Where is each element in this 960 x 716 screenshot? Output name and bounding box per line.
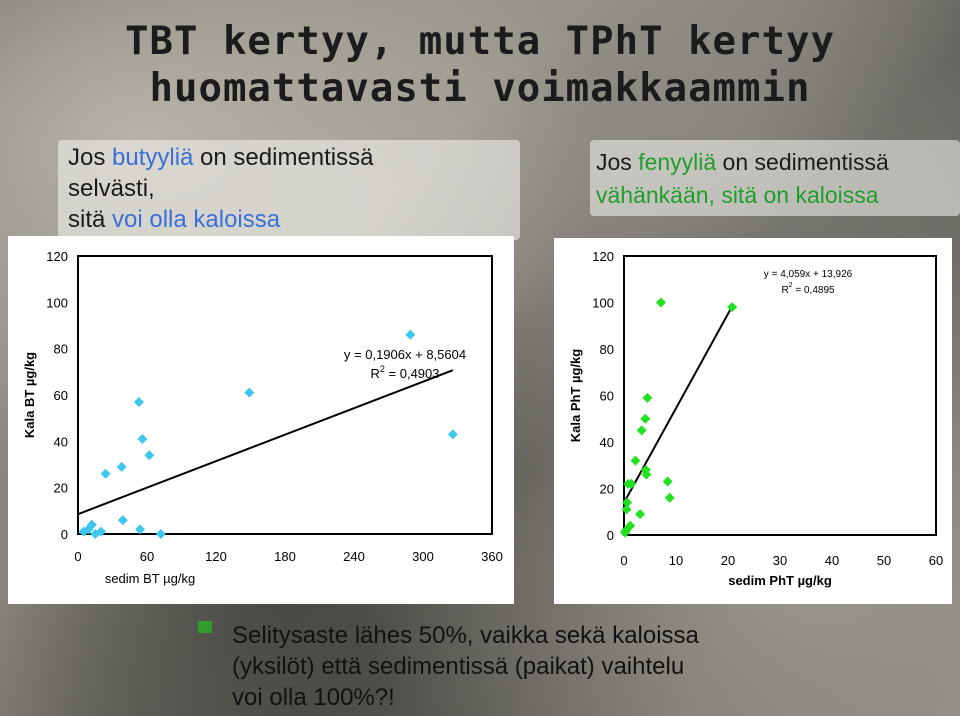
pht-data-point [636, 425, 647, 436]
bt-x-tick-label: 180 [274, 549, 296, 564]
left-heading-backdrop [58, 140, 520, 240]
pht-data-point [662, 476, 673, 487]
bullet-square-icon [198, 621, 212, 633]
left-heading-line-2: selvästi, [68, 175, 155, 202]
conclusion-line-2: (yksilöt) että sedimentissä (paikat) vai… [232, 653, 685, 680]
bt-y-tick-label: 60 [54, 388, 68, 403]
bt-data-point [133, 396, 144, 407]
pht-scatter-chart: 0 20 40 60 80 100 120 0 10 20 30 40 50 60 sedim PhT µg… [554, 238, 952, 604]
pht-r-squared-sup: 2 [789, 282, 793, 289]
pht-data-point [664, 492, 675, 503]
bt-x-axis-label: sedim BT µg/kg [105, 571, 195, 586]
bt-r-squared-value: = 0,4903 [385, 366, 440, 381]
pht-trend-equation: y = 4,059x + 13,926 [764, 269, 853, 280]
bt-data-point [137, 434, 148, 445]
right-heading-backdrop [590, 140, 960, 216]
pht-r-squared-value: = 0,4895 [793, 285, 835, 296]
bt-y-tick-label: 100 [46, 295, 68, 310]
pht-y-tick-label: 120 [592, 249, 614, 264]
bt-data-point [96, 526, 106, 537]
bt-data-point [155, 529, 166, 539]
conclusion-line-1: Selitysaste lähes 50%, vaikka sekä kaloi… [232, 622, 699, 649]
bt-data-point [135, 524, 146, 535]
bt-data-point [100, 468, 111, 479]
pht-x-axis-label: sedim PhT µg/kg [728, 573, 832, 588]
bt-data-point [144, 450, 155, 461]
bt-scatter-chart: 0 20 40 60 80 100 120 0 60 120 180 240 300 360 sedim B… [8, 236, 514, 604]
pht-trendline [623, 303, 735, 504]
pht-data-point [655, 297, 666, 308]
bt-x-tick-label: 120 [205, 549, 227, 564]
pht-x-tick-label: 30 [773, 553, 787, 568]
pht-data-point [642, 392, 653, 403]
pht-y-tick-label: 40 [600, 435, 614, 450]
bt-data-point [447, 429, 458, 440]
bt-trendline [77, 369, 454, 516]
pht-x-tick-label: 0 [620, 553, 627, 568]
title-line-1: TBT kertyy, mutta TPhT kertyy [125, 19, 835, 64]
butyl-highlight: butyyliä [112, 144, 194, 171]
pht-x-tick-label: 20 [721, 553, 735, 568]
bt-x-tick-label: 360 [481, 549, 503, 564]
bt-data-point [86, 519, 97, 530]
pht-r-squared-r: R [781, 285, 788, 296]
bt-x-tick-label: 300 [412, 549, 434, 564]
may-be-in-fish-highlight: voi olla kaloissa [112, 206, 281, 233]
pht-data-point [640, 464, 651, 475]
pht-data-point [621, 504, 632, 515]
pht-x-tick-label: 60 [929, 553, 943, 568]
pht-data-point [625, 520, 636, 531]
bt-y-tick-label: 20 [54, 481, 68, 496]
bt-data-point [405, 329, 416, 340]
bt-y-tick-label: 0 [61, 527, 68, 542]
pht-x-tick-label: 40 [825, 553, 839, 568]
pht-r-squared: R2 = 0,4895 [781, 282, 835, 296]
bt-y-tick-label: 40 [54, 434, 68, 449]
conclusion-line-3: voi olla 100%?! [232, 684, 395, 711]
pht-scatter-svg: 0 20 40 60 80 100 120 0 10 20 30 40 50 60 sedim PhT µg… [568, 249, 943, 588]
title-line-2: huomattavasti voimakkaammin [149, 66, 811, 111]
pht-data-point [626, 478, 637, 489]
bt-data-point [116, 461, 127, 472]
pht-data-point [622, 497, 633, 508]
slide-title: TBT kertyy, mutta TPhT kertyy huomattava… [0, 18, 960, 112]
pht-y-tick-label: 100 [592, 296, 614, 311]
phenyl-highlight: fenyyliä [638, 149, 717, 175]
bt-y-tick-label: 80 [54, 342, 68, 357]
right-heading-line-1: Jos fenyyliä on sedimentissä [596, 149, 889, 175]
pht-data-point [635, 509, 646, 520]
pht-x-tick-label: 50 [877, 553, 891, 568]
pht-y-tick-label: 60 [600, 389, 614, 404]
pht-data-point [621, 525, 632, 536]
pht-data-point [630, 455, 641, 466]
pht-plot-frame [623, 255, 937, 536]
bt-data-point [117, 515, 128, 526]
conclusion-text: Selitysaste lähes 50%, vaikka sekä kaloi… [232, 620, 792, 713]
bt-plot-frame [77, 255, 493, 535]
bt-r-squared-sup: 2 [380, 364, 385, 374]
bt-data-point [244, 387, 255, 398]
bt-scatter-svg: 0 20 40 60 80 100 120 0 60 120 180 240 300 360 sedim B… [22, 249, 503, 586]
left-heading-line-3: sitä voi olla kaloissa [68, 206, 281, 233]
pht-data-point [641, 469, 652, 480]
pht-data-point [640, 413, 651, 424]
left-heading: Jos butyyliä on sedimentissä selvästi, s… [68, 142, 373, 235]
bt-x-tick-label: 240 [343, 549, 365, 564]
bt-y-tick-label: 120 [46, 249, 68, 264]
bt-r-squared: R2 = 0,4903 [371, 364, 440, 381]
right-heading: Jos fenyyliä on sedimentissä vähänkään, … [596, 146, 889, 212]
bt-trend-equation: y = 0,1906x + 8,5604 [344, 347, 466, 362]
right-heading-line-2: vähänkään, sitä on kaloissa [596, 182, 879, 208]
bt-y-axis-label: Kala BT µg/kg [22, 352, 37, 438]
bt-x-tick-label: 60 [140, 549, 154, 564]
pht-y-tick-label: 80 [600, 342, 614, 357]
bt-x-tick-label: 0 [74, 549, 81, 564]
bt-r-squared-r: R [371, 366, 380, 381]
pht-x-tick-label: 10 [669, 553, 683, 568]
pht-data-point [727, 302, 738, 313]
pht-y-axis-label: Kala PhT µg/kg [568, 349, 583, 443]
pht-y-tick-label: 20 [600, 482, 614, 497]
pht-y-tick-label: 0 [607, 528, 614, 543]
left-heading-line-1: Jos butyyliä on sedimentissä [68, 144, 374, 171]
